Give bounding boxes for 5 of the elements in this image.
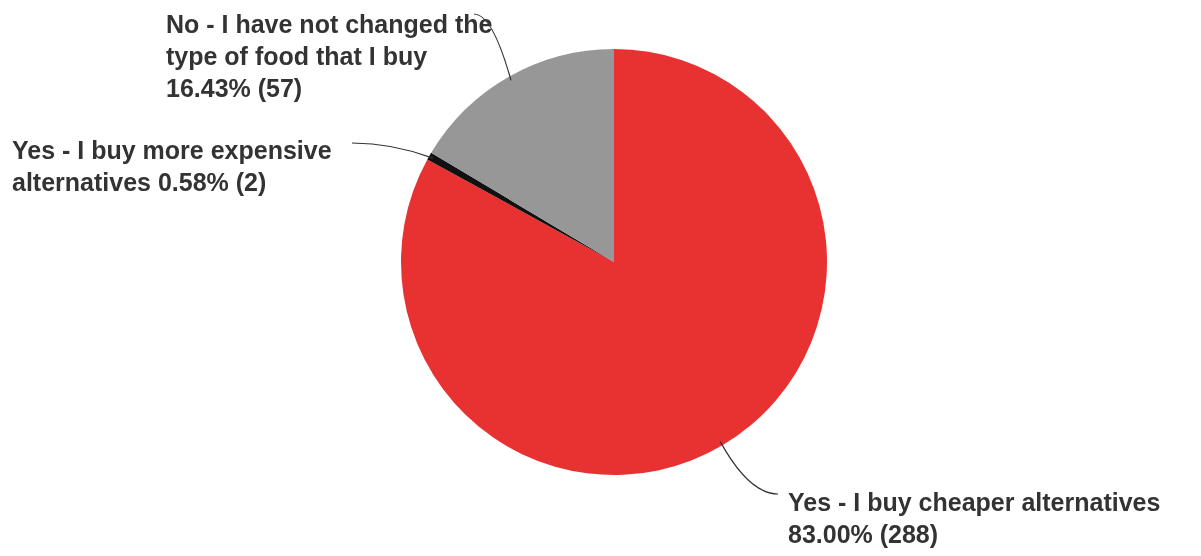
slice-label: No - I have not changed the type of food that I buy bbox=[166, 10, 493, 71]
slice-label: Yes - I buy cheaper alternatives bbox=[788, 488, 1161, 517]
data-label: 16.43% (57) bbox=[166, 74, 303, 103]
data-label: 83.00% (288) bbox=[788, 520, 939, 549]
slice-label: Yes - I buy more expensive alternatives 0.58% (2) bbox=[12, 136, 332, 197]
